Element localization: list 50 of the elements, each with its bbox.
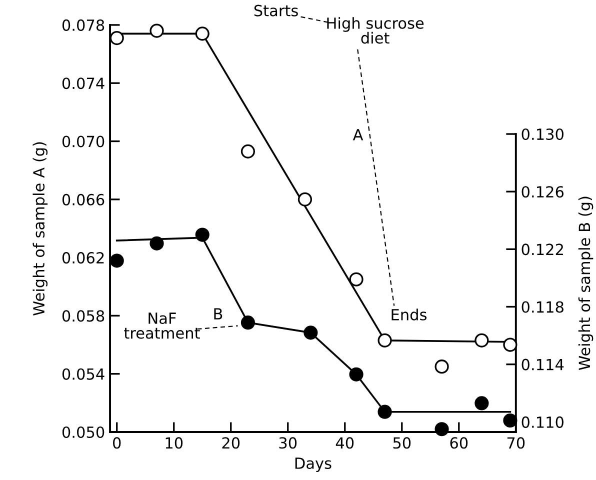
point: [240, 144, 256, 158]
x-tick-label: 40: [336, 437, 354, 449]
point: [474, 333, 489, 348]
x-tick-label: 10: [166, 437, 183, 449]
point: [304, 326, 318, 340]
point: [150, 236, 164, 250]
y2-tick-label: 0.122: [522, 244, 563, 256]
y-tick-label: 0.062: [62, 252, 104, 264]
point: [150, 24, 164, 38]
x-tick-label: 50: [393, 437, 411, 449]
point: [503, 413, 518, 428]
point: [195, 228, 210, 242]
y2-tick-label: 0.130: [522, 128, 564, 140]
point: [195, 26, 210, 41]
text: Starts: [254, 4, 298, 16]
y2-axis-title: Weight of sample B (g): [578, 196, 594, 370]
point: [378, 404, 392, 419]
y-tick-label: 0.070: [62, 136, 104, 148]
annotation: B: [214, 308, 222, 320]
y-tick-label: 0.078: [62, 19, 104, 31]
y2-tick-label: 0.126: [522, 186, 564, 198]
y-tick-label: 0.050: [62, 426, 104, 438]
point: [110, 254, 124, 268]
y-tick-label: 0.054: [62, 368, 104, 380]
y-tick-label: 0.058: [62, 310, 104, 322]
point: [378, 333, 392, 348]
x-axis-title: Days: [295, 458, 332, 472]
y2-tick-label: 0.118: [522, 301, 564, 313]
annotation: NaF treatment: [124, 312, 200, 339]
annotation: A: [352, 129, 364, 140]
point: [349, 272, 364, 286]
annotation: Ends: [392, 308, 426, 320]
x-tick-label: 30: [279, 437, 297, 449]
y-axis-title: Weight of sample A (g): [32, 142, 48, 316]
point: [474, 396, 489, 410]
x-tick-label: 20: [222, 437, 240, 449]
point: [298, 192, 312, 206]
y-tick-label: 0.074: [62, 78, 104, 90]
annotation: High sucrose diet: [327, 17, 424, 44]
y-tick-label: 0.066: [62, 194, 104, 206]
point: [240, 316, 256, 330]
point: [503, 338, 518, 352]
point: [434, 360, 449, 374]
y2-tick-label: 0.110: [522, 416, 564, 428]
y2-tick-label: 0.114: [522, 358, 564, 370]
point: [110, 30, 124, 46]
x-tick-label: 0: [113, 437, 121, 449]
x-tick-label: 60: [450, 437, 468, 449]
point: [349, 367, 364, 382]
x-tick-label: 70: [507, 437, 525, 449]
